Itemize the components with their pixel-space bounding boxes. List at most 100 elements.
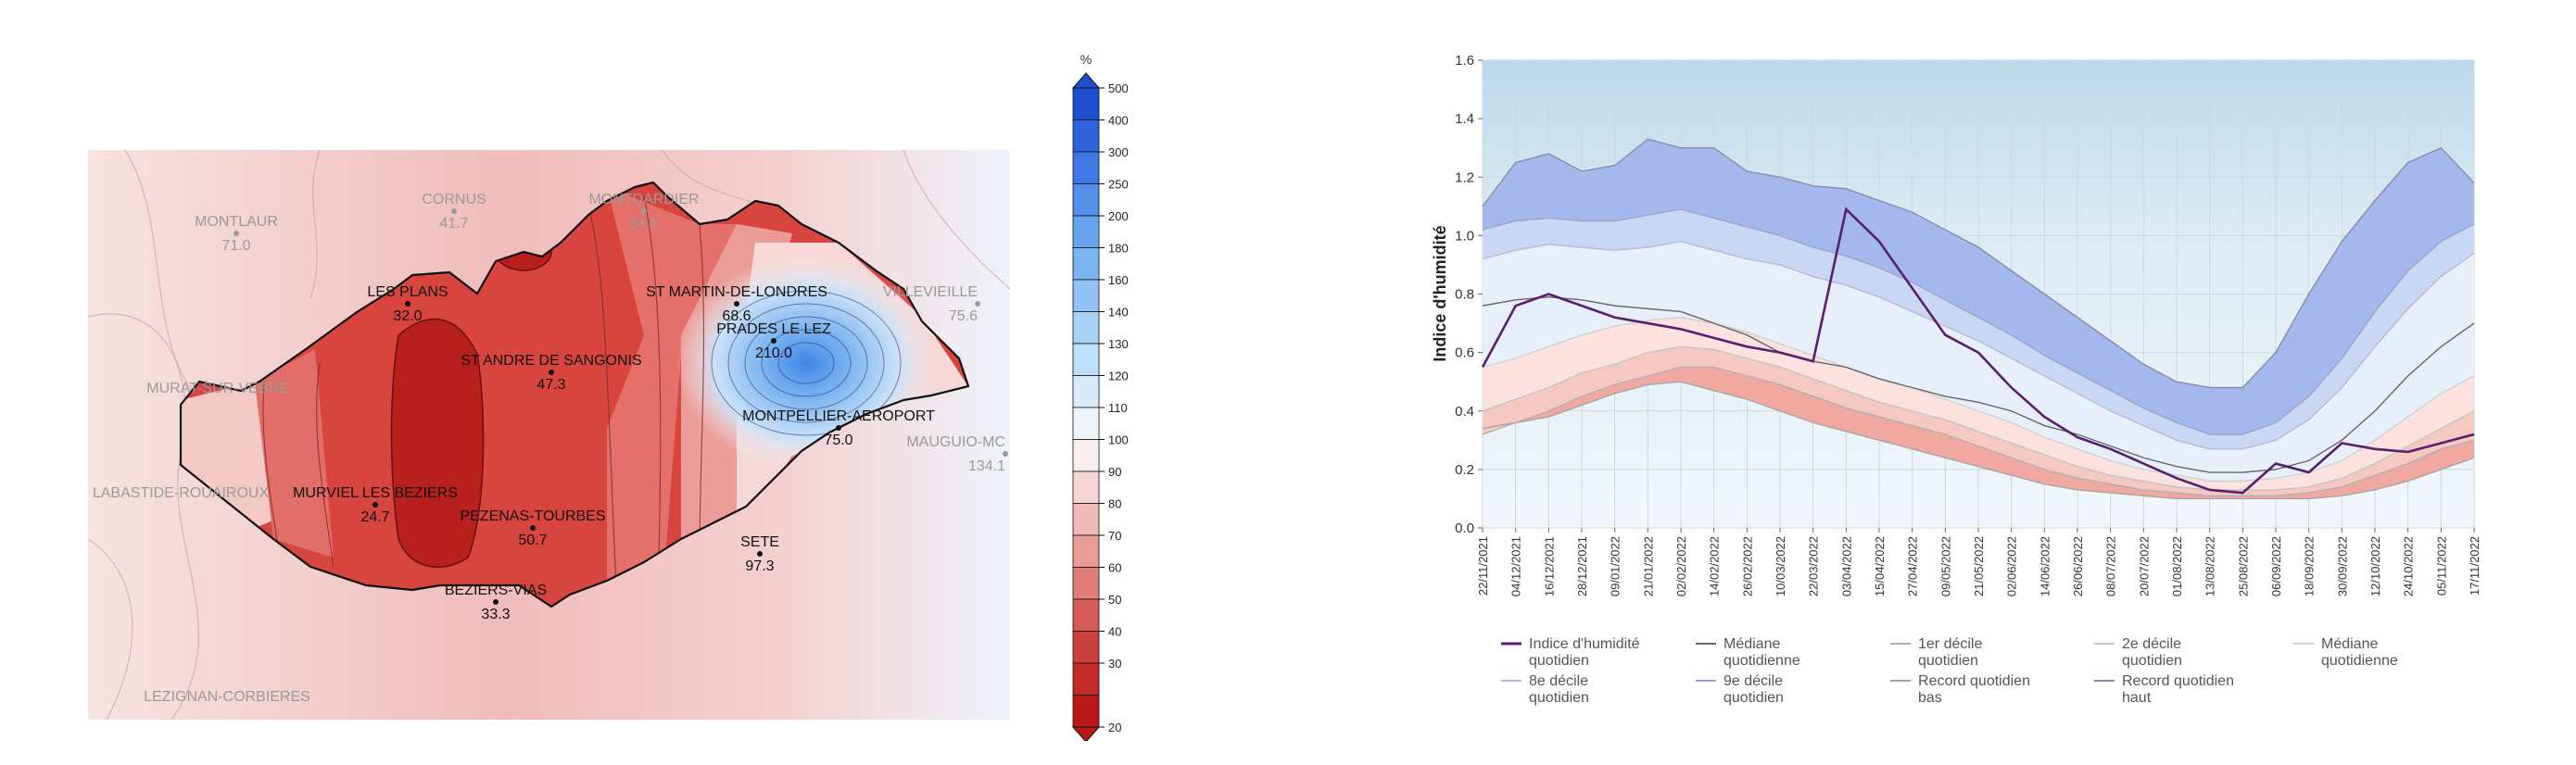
colorbar-tick-label: 40 — [1108, 625, 1121, 639]
colorbar-cell — [1072, 567, 1100, 600]
station-value: 97.3 — [745, 558, 774, 574]
station-marker: VILLEVIEILLE 75.6 — [883, 284, 980, 324]
station-value: 75.6 — [949, 308, 978, 324]
station-marker: ST ANDRE DE SANGONIS 47.3 — [461, 353, 641, 393]
colorbar-cell — [1072, 631, 1100, 664]
colorbar-tick-label: 60 — [1108, 561, 1121, 575]
station-dot — [234, 231, 239, 236]
colorbar-cell — [1072, 311, 1100, 345]
legend-item: Record quotidien haut — [2094, 673, 2234, 706]
x-tick-label: 15/04/2022 — [1873, 536, 1887, 596]
x-tick-label: 03/04/2022 — [1839, 536, 1853, 596]
station-dot — [836, 425, 841, 431]
station-value: 134.1 — [968, 458, 1005, 474]
colorbar-tick-label: 120 — [1108, 370, 1129, 383]
band-d8-d9 — [1483, 208, 2474, 449]
y-tick-label: 1.6 — [1455, 53, 1474, 69]
x-tick-label: 20/07/2022 — [2137, 536, 2151, 596]
station-marker: SETE 97.3 — [740, 534, 779, 574]
station-name: CORNUS — [422, 192, 486, 207]
series-line — [1482, 345, 2475, 491]
colorbar-cell — [1072, 183, 1100, 217]
colorbar-cell — [1072, 534, 1100, 568]
series-line — [1482, 381, 2475, 500]
station-value: 75.0 — [824, 433, 852, 448]
legend: Indice d'humidité quotidien Médiane quotidi… — [1501, 636, 2398, 706]
x-tick-label: 25/08/2022 — [2236, 536, 2250, 596]
station-name: MONTLAUR — [195, 214, 278, 230]
y-tick-label: 0.0 — [1455, 520, 1474, 536]
station-name: VILLEVIEILLE — [883, 284, 978, 300]
station-marker: MAUGUIO-MC 134.1 — [906, 434, 1008, 474]
station-dot — [451, 208, 457, 214]
station-marker: PEZENAS-TOURBES 50.7 — [460, 508, 605, 548]
legend-item: 8e décile quotidien — [1501, 673, 1589, 706]
station-dot — [373, 502, 378, 508]
colorbar-tick-label: 130 — [1108, 337, 1129, 351]
station-value: 24.7 — [360, 509, 389, 525]
colorbar-tick-label: 100 — [1108, 433, 1129, 447]
legend-label: 9e décile quotidien — [1724, 673, 1784, 706]
x-tick-label: 18/09/2022 — [2303, 536, 2317, 596]
x-tick-label: 09/05/2022 — [1938, 536, 1952, 596]
y-tick-label: 0.6 — [1455, 345, 1474, 361]
colorbar-cell — [1072, 343, 1100, 376]
colorbar-tick-label: 300 — [1108, 145, 1129, 159]
colorbar-tick-label: 140 — [1108, 306, 1129, 320]
colorbar-cell — [1072, 215, 1100, 248]
legend-item: 9e décile quotidien — [1696, 673, 1784, 706]
station-marker: PRADES LE LEZ 210.0 — [716, 321, 831, 361]
x-tick-label: 06/09/2022 — [2269, 536, 2283, 596]
y-tick-label: 1.2 — [1455, 169, 1474, 185]
x-tick-label: 22/03/2022 — [1807, 536, 1821, 596]
station-name: LABASTIDE-ROUAIROUX — [93, 485, 270, 501]
colorbar-tick-label: 160 — [1108, 273, 1129, 287]
station-dot — [530, 525, 536, 531]
station-marker: MURVIEL LES BEZIERS 24.7 — [293, 485, 458, 525]
x-tick-label: 02/02/2022 — [1674, 536, 1688, 596]
colorbar-cell — [1072, 598, 1100, 632]
x-tick-label: 22/11/2021 — [1476, 536, 1490, 596]
y-tick-label: 0.2 — [1455, 462, 1474, 478]
series-line — [1482, 295, 2475, 473]
colorbar-cell — [1072, 695, 1100, 728]
station-marker: CORNUS 41.7 — [422, 192, 486, 232]
legend-label: Record quotidien haut — [2122, 673, 2234, 706]
colorbar-cell — [1072, 503, 1100, 536]
colorbar-top-arrow — [1071, 72, 1101, 89]
x-tick-label: 10/03/2022 — [1774, 536, 1787, 596]
station-marker: MONTLAUR 71.0 — [195, 214, 278, 254]
station-name: ST MARTIN-DE-LONDRES — [646, 284, 827, 300]
colorbar-tick-label: 80 — [1108, 497, 1121, 511]
y-tick-label: 1.0 — [1455, 228, 1474, 244]
x-tick-label: 09/01/2022 — [1609, 536, 1623, 596]
x-tick-label: 08/07/2022 — [2104, 536, 2118, 596]
colorbar-tick-label: 500 — [1108, 82, 1129, 95]
station-marker: MONTPELLIER-AEROPORT 75.0 — [742, 408, 935, 448]
colorbar-tick-label: 400 — [1108, 114, 1129, 128]
colorbar-unit: % — [1080, 52, 1092, 67]
station-value: 47.3 — [537, 377, 565, 393]
x-tick-label: 30/09/2022 — [2335, 536, 2349, 596]
legend-label: Record quotidien bas — [1918, 673, 2030, 706]
x-tick-label: 28/12/2021 — [1575, 536, 1589, 596]
x-tick-label: 12/10/2022 — [2368, 536, 2382, 596]
colorbar-cell — [1072, 87, 1100, 120]
colorbar-cell — [1072, 279, 1100, 312]
colorbar-cell — [1072, 662, 1100, 696]
station-name: MONTDARDIER — [588, 192, 699, 207]
station-dot — [405, 301, 410, 307]
legend-label: Médiane quotidienne — [2321, 636, 2398, 669]
legend-label: Médiane quotidienne — [1724, 636, 1800, 669]
colorbar-tick-label: 90 — [1108, 465, 1121, 479]
station-marker: LABASTIDE-ROUAIROUX — [93, 485, 270, 501]
station-name: SETE — [740, 534, 779, 550]
x-tick-label: 21/01/2022 — [1641, 536, 1655, 596]
legend-label: Indice d'humidité quotidien — [1529, 636, 1640, 669]
colorbar-tick-label: 20 — [1108, 721, 1121, 734]
station-name: ST ANDRE DE SANGONIS — [461, 353, 641, 369]
x-tick-label: 01/08/2022 — [2170, 536, 2184, 596]
humidity-index-chart: 0.0 0.2 0.4 0.6 0.8 1.0 1.2 1.4 1.6 22/11/2021 04… — [1418, 46, 2548, 732]
colorbar-tick-label: 50 — [1108, 593, 1121, 607]
colorbar: % 500 400 300 250 200 180 160 140 130 120 110 100 90… — [1056, 51, 1158, 743]
